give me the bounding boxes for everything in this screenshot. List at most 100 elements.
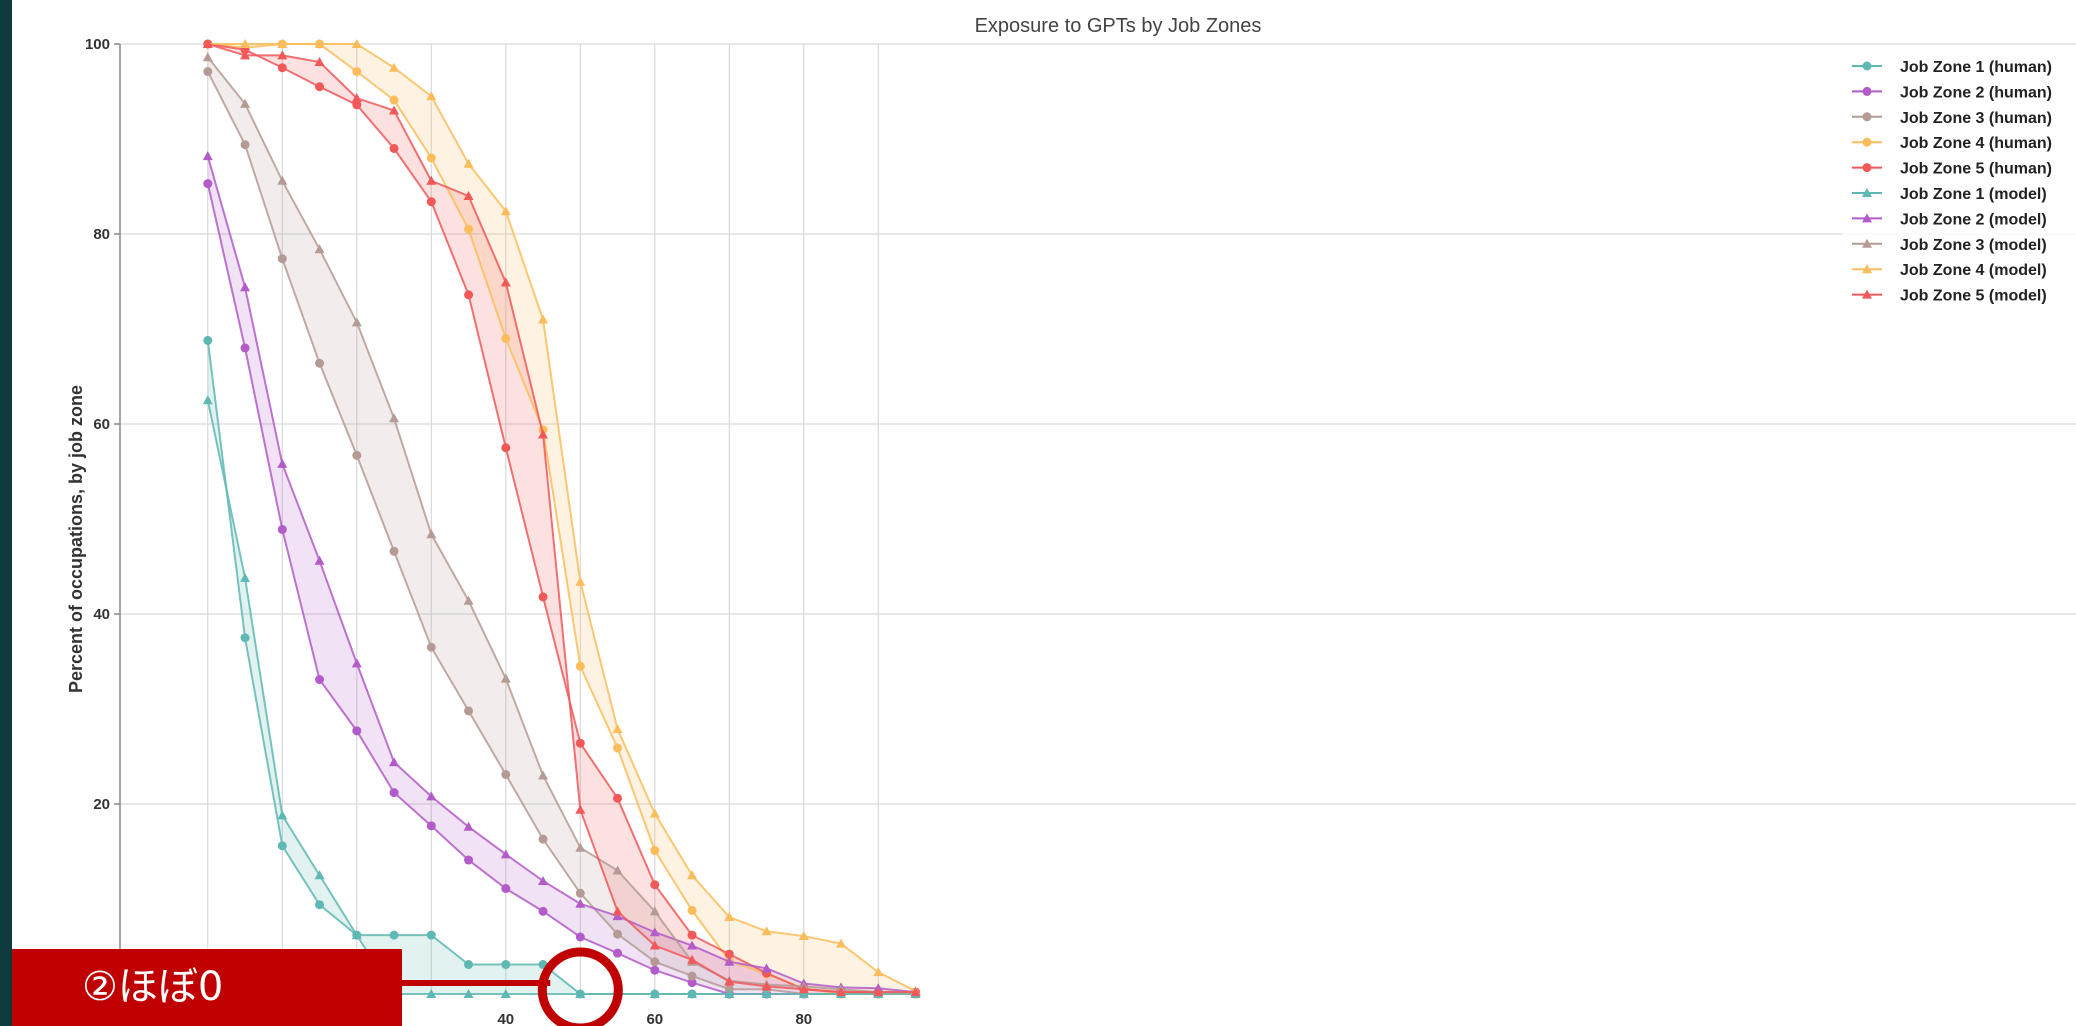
data-point: [389, 546, 399, 556]
data-point: [352, 726, 362, 736]
data-point: [389, 413, 400, 423]
data-point: [314, 39, 325, 48]
data-point: [426, 791, 437, 801]
data-point: [910, 987, 921, 997]
data-point: [351, 658, 362, 668]
data-point: [389, 62, 400, 72]
data-point: [202, 151, 213, 161]
data-point: [501, 770, 511, 780]
data-point: [315, 82, 325, 92]
callout-circle: [537, 947, 623, 1026]
data-point: [500, 849, 511, 859]
data-point: [203, 179, 213, 189]
data-point: [613, 793, 623, 803]
chart-title: Exposure to GPTs by Job Zones: [975, 15, 1262, 37]
data-point: [500, 277, 511, 287]
legend-item: Job Zone 5 (model): [1852, 288, 2047, 305]
data-point: [463, 158, 474, 168]
data-point: [836, 987, 847, 997]
legend-marker: [1862, 238, 1872, 248]
data-point: [649, 989, 660, 998]
series-10: [202, 39, 921, 997]
data-point: [575, 932, 585, 942]
series-line: [207, 43, 916, 994]
data-point: [613, 743, 623, 753]
data-point: [240, 98, 251, 108]
data-point: [314, 57, 325, 67]
y-tick-label: 20: [93, 796, 110, 813]
data-point: [761, 963, 772, 973]
data-point: [277, 175, 288, 185]
data-point: [538, 592, 548, 602]
data-point: [575, 576, 586, 586]
data-point: [426, 930, 436, 940]
legend-marker: [1862, 188, 1872, 197]
legend-marker: [1862, 86, 1872, 96]
series-line: [207, 43, 917, 993]
data-point: [315, 358, 325, 368]
data-point: [575, 738, 585, 748]
data-point: [426, 642, 436, 652]
data-point: [426, 989, 437, 998]
data-point: [203, 335, 213, 345]
data-point: [575, 842, 586, 852]
data-point: [575, 661, 585, 671]
data-point: [687, 971, 697, 981]
legend-label: Job Zone 5 (model): [1900, 288, 2047, 305]
legend-marker: [1862, 137, 1872, 147]
data-point: [501, 443, 511, 453]
data-point: [315, 675, 325, 685]
data-point: [389, 95, 399, 105]
data-point: [463, 595, 474, 605]
data-point: [836, 938, 847, 948]
legend-item: Job Zone 1 (model): [1852, 186, 2047, 203]
series: [202, 39, 921, 999]
legend-label: Job Zone 2 (model): [1900, 211, 2047, 228]
grid: [120, 43, 2076, 994]
legend-label: Job Zone 5 (human): [1900, 161, 2052, 178]
legend-marker: [1862, 213, 1872, 223]
data-point: [389, 144, 399, 153]
y-tick-label: 60: [93, 416, 110, 433]
data-point: [464, 960, 474, 970]
data-point: [240, 282, 251, 292]
data-point: [613, 948, 623, 958]
data-point: [426, 821, 436, 831]
data-point: [352, 450, 362, 460]
y-tick-label: 100: [85, 36, 110, 53]
data-point: [426, 175, 437, 185]
data-point: [277, 841, 287, 851]
data-point: [240, 39, 251, 48]
data-point: [426, 197, 436, 207]
y-axis-label: Percent of occupations, by job zone: [66, 385, 86, 693]
data-point: [501, 334, 511, 343]
legend-item: Job Zone 2 (model): [1852, 211, 2047, 228]
data-point: [575, 989, 586, 998]
legend-item: Job Zone 2 (human): [1852, 84, 2052, 101]
data-point: [464, 706, 474, 716]
data-point: [575, 898, 586, 908]
data-point: [724, 989, 735, 998]
legend-box: [1842, 50, 2076, 308]
legend-label: Job Zone 2 (human): [1900, 84, 2052, 101]
data-point: [463, 191, 474, 200]
data-point: [612, 723, 623, 733]
data-point: [351, 930, 362, 940]
data-point: [612, 911, 623, 921]
series-line: [206, 155, 916, 994]
annotation: [402, 947, 623, 1026]
legend-marker: [1862, 264, 1872, 274]
data-point: [202, 395, 213, 405]
chart-stage: Exposure to GPTs by Job Zones 20 40 60 80 10…: [12, 0, 2076, 1026]
x-tick-label: 40: [497, 1011, 514, 1026]
data-point: [389, 788, 399, 798]
data-point: [463, 821, 474, 831]
data-point: [352, 100, 362, 110]
data-point: [724, 976, 735, 986]
data-point: [687, 870, 698, 880]
data-point: [538, 429, 549, 439]
data-point: [687, 989, 698, 998]
data-point: [314, 870, 325, 880]
data-point: [240, 633, 250, 643]
legend-marker: [1862, 289, 1872, 299]
